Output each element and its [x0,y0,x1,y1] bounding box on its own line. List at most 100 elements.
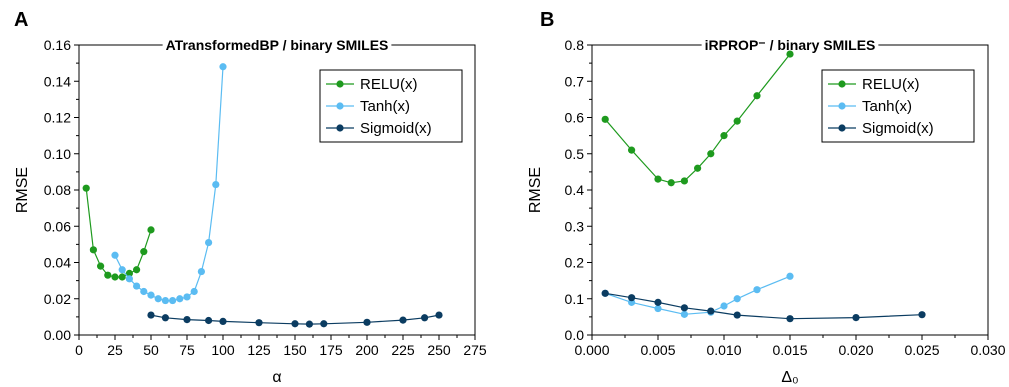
legend-swatch-marker [838,102,846,110]
data-point [111,273,119,281]
data-point [154,295,162,303]
x-tick-label: 50 [143,342,159,358]
x-tick-label: 175 [319,342,343,358]
x-tick-label: 0.015 [772,342,807,358]
legend-label: Sigmoid(x) [360,120,432,137]
data-point [161,314,169,322]
data-point [305,320,313,328]
series-line [604,53,791,184]
data-point [720,132,728,140]
legend-swatch-marker [336,80,344,88]
data-point [140,287,148,296]
data-point [852,314,860,322]
chart-panel-a: A ATransformedBP / binary SMILES 0.00 0.02 0… [14,9,487,386]
data-point [176,295,184,303]
data-point [197,267,205,276]
data-point [667,179,675,187]
x-tick-label: 0.020 [838,342,873,358]
y-tick-label: 0.0 [565,327,585,343]
data-point [147,311,155,319]
data-point [183,293,191,301]
x-tick-label: 275 [463,342,487,358]
data-point [82,184,90,192]
panel-letter: B [540,9,554,31]
y-tick-label: 0.16 [44,37,71,53]
y-tick-label: 0.00 [44,327,71,343]
legend: RELU(x) Tanh(x) Sigmoid(x) [319,69,463,143]
legend-label: RELU(x) [360,76,418,93]
data-point [628,294,636,302]
y-tick-label: 0.6 [565,110,585,126]
chart-title-background [162,37,392,53]
x-axis-title: Δ₀ [781,369,798,386]
y-axis-title: RMSE [527,167,544,213]
legend-label: RELU(x) [862,76,920,93]
data-point [118,266,126,274]
y-tick-label: 0.10 [44,146,71,162]
data-point [918,311,926,319]
data-point [205,316,213,325]
data-point [363,318,371,326]
data-point [733,311,741,319]
data-point [133,266,141,274]
data-point [694,164,702,172]
data-point [680,304,689,312]
data-point [601,289,609,297]
legend-label: Sigmoid(x) [862,120,934,137]
x-axis-title: α [272,369,281,386]
data-point [147,226,155,234]
data-point [399,316,407,324]
data-point [320,320,328,328]
data-point [255,319,263,327]
chart-title-background [701,37,879,53]
data-point [169,296,177,305]
series-line [605,292,923,320]
data-point [291,320,299,328]
series-relu-x [82,184,155,281]
legend-label: Tanh(x) [862,98,912,115]
x-tick-label: 0.005 [640,342,675,358]
data-point [707,307,715,315]
series-relu-x [601,50,794,187]
y-tick-label: 0.08 [44,182,71,198]
data-point [140,248,148,256]
data-point [190,287,198,296]
y-tick-label: 0.4 [565,182,585,198]
data-point [707,150,715,158]
y-tick-label: 0.04 [44,255,71,271]
y-tick-label: 0.12 [44,110,71,126]
y-tick-label: 0.5 [565,146,585,162]
x-tick-label: 225 [391,342,415,358]
y-tick-label: 0.8 [565,37,585,53]
data-point [219,317,227,326]
chart-title: ATransformedBP / binary SMILES [166,37,389,53]
data-point [680,177,689,185]
data-point [435,311,443,319]
legend-swatch-marker [838,124,846,132]
data-point [118,273,126,281]
series-sigmoid-x [147,311,443,328]
legend-label: Tanh(x) [360,98,410,115]
data-point [628,146,636,154]
series-tanh-x [111,63,227,305]
y-axis-title: RMSE [14,167,31,213]
data-point [133,282,141,290]
x-tick-label: 0.000 [574,342,609,358]
data-point [125,269,133,277]
data-point [89,246,97,254]
legend: RELU(x) Tanh(x) Sigmoid(x) [821,69,975,143]
x-tick-label: 0.030 [970,342,1005,358]
data-point [147,291,155,299]
x-tick-label: 75 [179,342,195,358]
data-point [219,63,227,71]
x-tick-label: 100 [211,342,235,358]
data-point [680,310,689,318]
y-tick-label: 0.7 [565,73,585,89]
x-tick-label: 25 [107,342,123,358]
panel-letter: A [14,9,28,31]
x-tick-label: 0.025 [904,342,939,358]
y-tick-label: 0.06 [44,218,71,234]
chart-title-group: ATransformedBP / binary SMILES [162,37,392,53]
